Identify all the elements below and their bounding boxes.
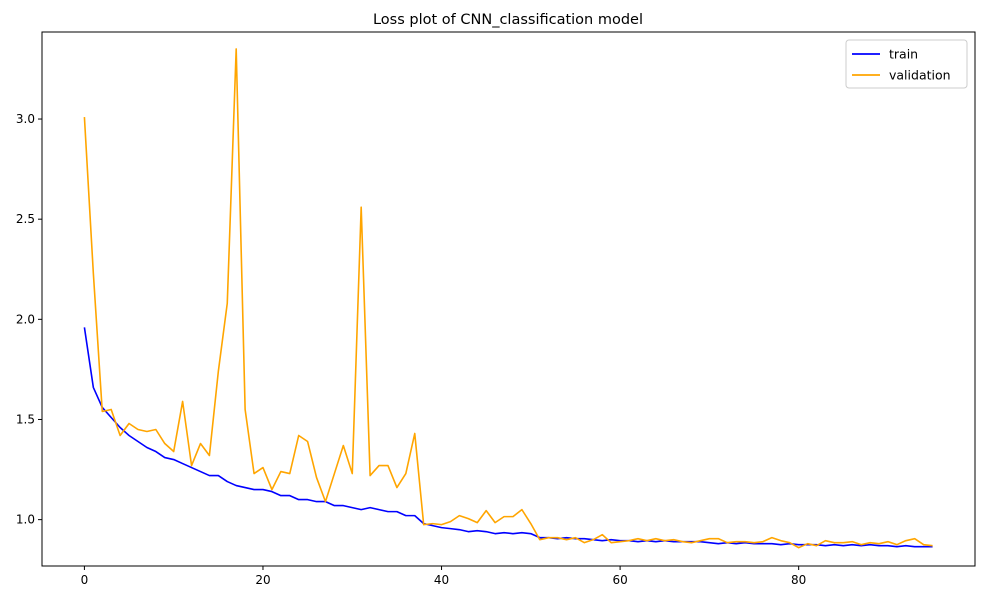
plot-area (41, 31, 976, 567)
series-lines (83, 48, 933, 549)
legend-label-train: train (889, 47, 918, 62)
legend-box (845, 39, 968, 89)
y-tick-label: 3.0 (16, 112, 35, 126)
legend-label-validation: validation (889, 68, 951, 83)
x-tick-label: 60 (612, 573, 627, 587)
x-tick-label: 20 (255, 573, 270, 587)
series-line-validation (83, 48, 933, 549)
chart-title: Loss plot of CNN_classification model (373, 12, 643, 28)
x-tick-label: 0 (81, 573, 89, 587)
y-tick-label: 2.0 (16, 312, 35, 326)
y-tick-label: 1.0 (16, 513, 35, 527)
y-tick-label: 2.5 (16, 212, 35, 226)
x-tick-label: 80 (791, 573, 806, 587)
y-tick-label: 1.5 (16, 412, 35, 426)
axes-frame (41, 31, 976, 567)
y-axis: 1.0 1.5 2.0 2.5 3.0 (16, 112, 42, 527)
x-tick-label: 40 (434, 573, 449, 587)
legend: train validation (845, 39, 968, 89)
x-axis: 0 20 40 60 80 (81, 566, 806, 587)
